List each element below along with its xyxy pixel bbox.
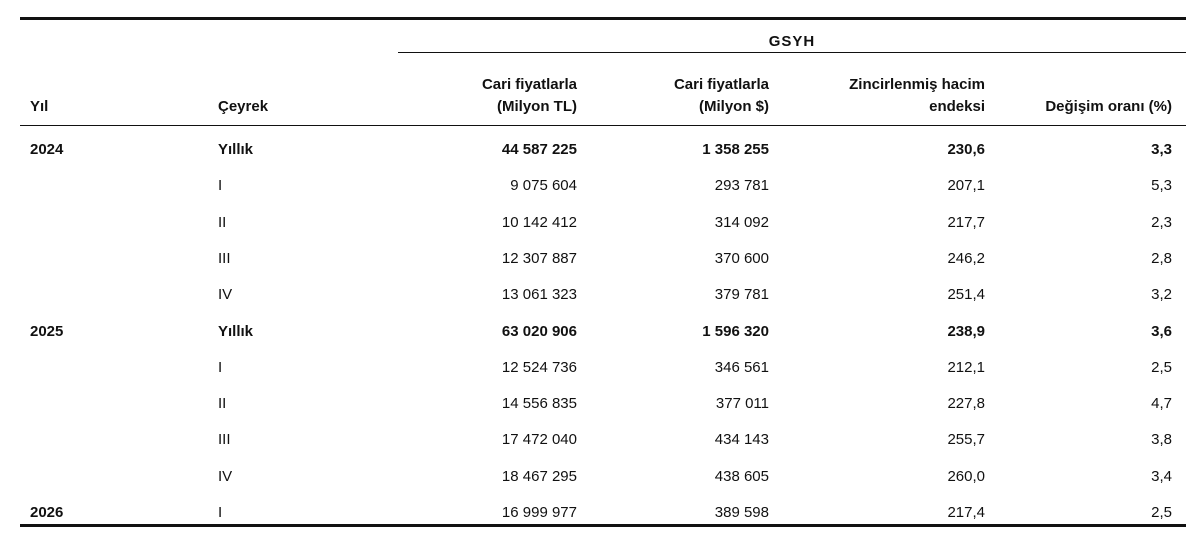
value-cell: 2,5: [1151, 359, 1172, 376]
value-cell: 230,6: [947, 141, 985, 158]
value-cell: 227,8: [947, 395, 985, 412]
value-cell: 346 561: [714, 359, 769, 376]
value-cell: 5,3: [1151, 177, 1172, 194]
value-cell: 217,4: [947, 504, 985, 521]
column-header: Cari fiyatlarla: [481, 76, 577, 93]
value-cell: 212,1: [947, 359, 985, 376]
year-cell: 2025: [30, 322, 64, 340]
value-cell: 12 307 887: [501, 250, 577, 267]
year-cell: 2026: [30, 504, 64, 521]
value-cell: 10 142 412: [501, 214, 577, 231]
value-cell: 3,6: [1151, 323, 1172, 340]
value-cell: 17 472 040: [501, 431, 577, 448]
value-cell: 389 598: [714, 504, 769, 521]
group-rule: [398, 52, 1186, 53]
value-cell: 9 075 604: [510, 177, 577, 194]
value-cell: 314 092: [714, 214, 769, 231]
column-header: Zincirlenmiş hacim: [849, 76, 985, 93]
value-cell: 438 605: [714, 468, 769, 485]
value-cell: 16 999 977: [501, 504, 577, 521]
group-header: GSYH: [768, 33, 816, 50]
value-cell: 44 587 225: [501, 141, 577, 158]
value-cell: 377 011: [715, 395, 769, 412]
column-header: (Milyon TL): [497, 98, 577, 115]
quarter-cell: I: [218, 177, 223, 194]
value-cell: 2,8: [1151, 250, 1172, 267]
column-header: Cari fiyatlarla: [673, 76, 769, 93]
column-header: Değişim oranı (%): [1045, 98, 1172, 115]
value-cell: 370 600: [714, 250, 769, 267]
value-cell: 379 781: [714, 286, 769, 303]
value-cell: 13 061 323: [501, 286, 577, 303]
value-cell: 293 781: [714, 177, 769, 194]
quarter-cell: IV: [218, 468, 233, 485]
bottom-rule: [20, 524, 1186, 527]
value-cell: 3,2: [1151, 286, 1172, 303]
value-cell: 2,3: [1151, 214, 1172, 231]
value-cell: 246,2: [947, 250, 985, 267]
value-cell: 18 467 295: [501, 468, 577, 485]
value-cell: 12 524 736: [501, 359, 577, 376]
header-rule: [20, 125, 1186, 126]
value-cell: 434 143: [714, 431, 769, 448]
quarter-cell: I: [218, 504, 223, 521]
value-cell: 255,7: [947, 431, 985, 448]
value-cell: 3,4: [1151, 468, 1172, 485]
value-cell: 3,3: [1151, 141, 1172, 158]
value-cell: 1 596 320: [702, 323, 769, 340]
value-cell: 14 556 835: [501, 395, 577, 412]
value-cell: 2,5: [1151, 504, 1172, 521]
quarter-cell: Yıllık: [218, 141, 254, 158]
quarter-cell: II: [218, 214, 227, 231]
column-header: Yıl: [30, 98, 49, 115]
quarter-cell: IV: [218, 286, 233, 303]
value-cell: 260,0: [947, 468, 985, 485]
value-cell: 207,1: [947, 177, 985, 194]
value-cell: 1 358 255: [702, 141, 769, 158]
value-cell: 4,7: [1151, 395, 1172, 412]
column-header: endeksi: [929, 98, 985, 115]
value-cell: 3,8: [1151, 431, 1172, 448]
value-cell: 251,4: [947, 286, 985, 303]
value-cell: 238,9: [947, 323, 985, 340]
value-cell: 63 020 906: [501, 323, 577, 340]
quarter-cell: III: [218, 431, 231, 448]
year-cell: 2024: [30, 141, 64, 158]
quarter-cell: I: [218, 359, 223, 376]
quarter-cell: Yıllık: [218, 323, 254, 340]
top-rule: [20, 17, 1186, 20]
column-header: Çeyrek: [218, 98, 269, 115]
value-cell: 217,7: [947, 214, 985, 231]
column-header: (Milyon $): [699, 98, 769, 115]
quarter-cell: II: [218, 395, 227, 412]
quarter-cell: III: [218, 250, 231, 267]
